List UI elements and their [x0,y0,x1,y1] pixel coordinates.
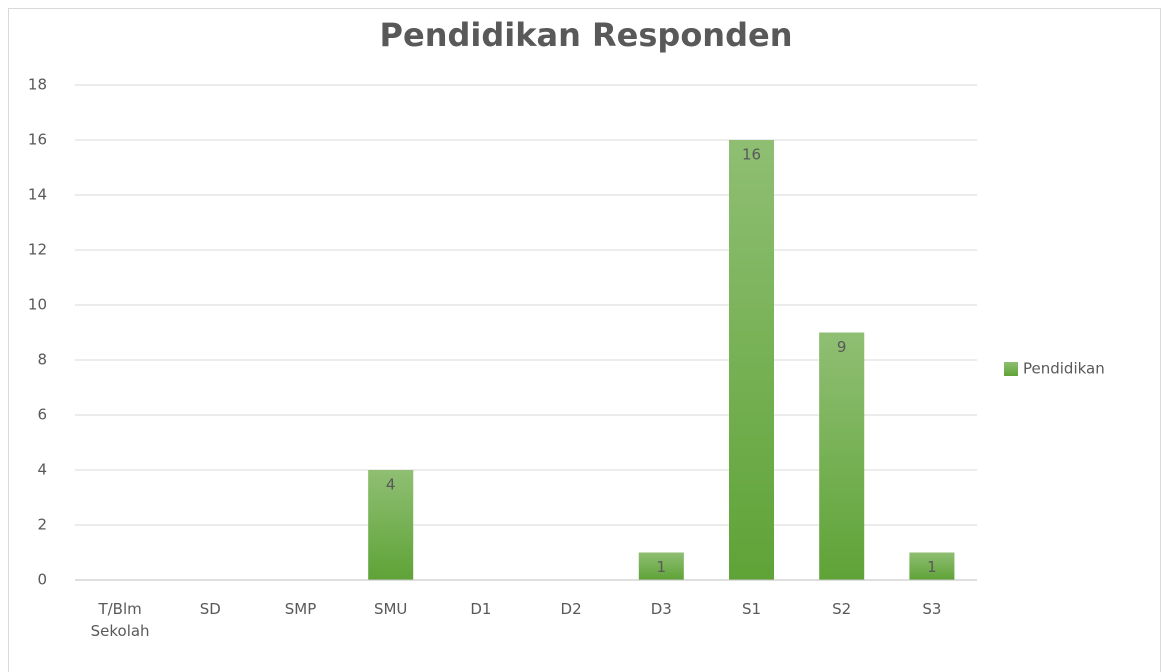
bar-shine [729,140,774,580]
y-tick-label: 2 [37,516,47,534]
y-tick-label: 0 [37,571,47,589]
y-tick-label: 12 [28,241,47,259]
y-tick-label: 14 [28,186,47,204]
y-tick-label: 16 [28,131,47,149]
chart-title: Pendidikan Responden [380,16,793,54]
bar-shine [638,552,684,580]
chart-border [8,8,1161,672]
data-label: 9 [837,338,847,356]
y-tick-label: 10 [28,296,47,314]
y-tick-label: 8 [37,351,47,369]
data-label: 4 [386,476,396,494]
x-tick-label: S1 [741,600,762,618]
x-tick-label: SD [199,600,221,618]
y-tick-label: 18 [28,76,47,94]
bar-shine [819,332,865,580]
legend-label: Pendidikan [1023,360,1105,378]
legend-marker-shine [1004,362,1018,376]
x-tick-label: D1 [470,600,492,618]
x-tick-label: SMU [373,600,408,618]
bar-shine [909,552,955,580]
x-tick-label: D2 [560,600,582,618]
bar-shine [368,470,414,580]
x-tick-label: T/Blm Sekolah [90,600,150,640]
y-tick-label: 6 [37,406,47,424]
y-tick-label: 4 [37,461,47,479]
data-label: 1 [657,558,667,576]
data-label: 16 [742,146,761,164]
x-tick-label: S2 [832,600,852,618]
x-tick-label: D3 [650,600,672,618]
x-tick-label: SMP [284,600,317,618]
x-tick-label: S3 [922,600,942,618]
data-label: 1 [927,558,937,576]
